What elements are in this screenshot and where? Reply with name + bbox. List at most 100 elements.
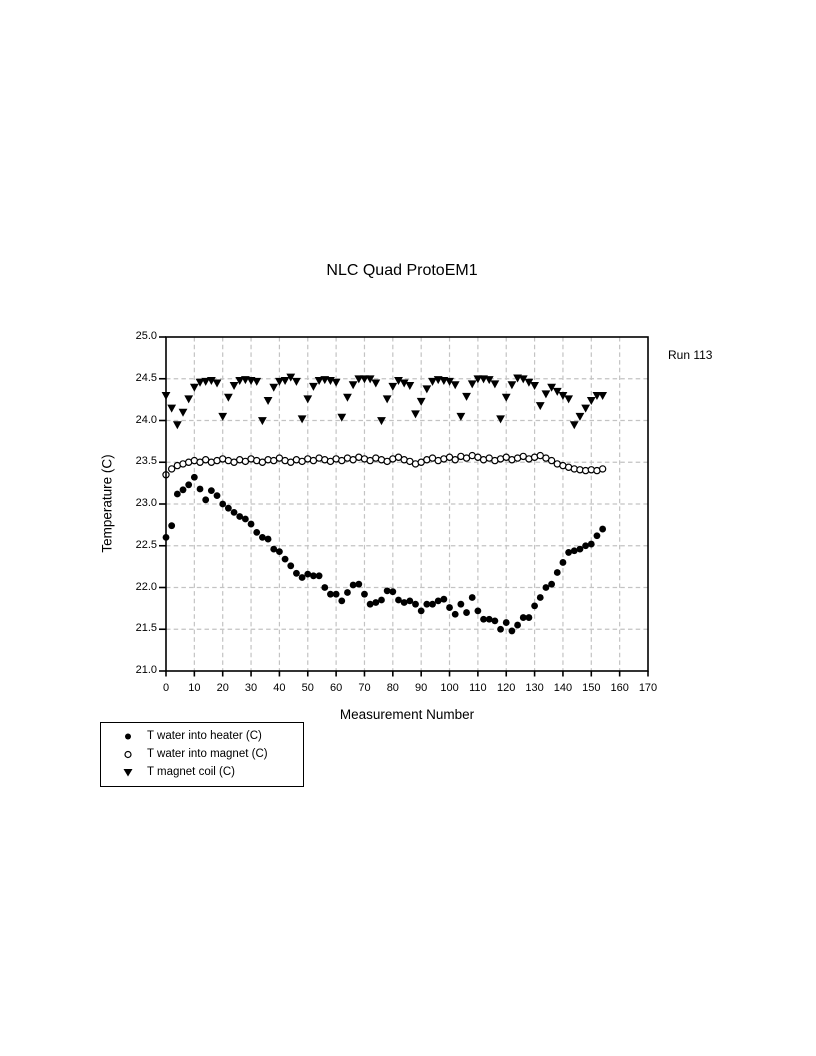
data-point [236, 513, 244, 520]
data-point [264, 535, 272, 543]
data-point [575, 412, 585, 421]
data-point [310, 572, 317, 580]
data-point [241, 515, 249, 523]
y-tick-label: 22.5 [135, 538, 157, 551]
data-point [361, 590, 368, 598]
y-tick-label: 23.5 [135, 455, 157, 468]
data-point [586, 397, 596, 406]
data-point [507, 381, 517, 390]
data-point [411, 410, 420, 419]
legend-item-water-into-magnet: T water into magnet (C) [101, 745, 303, 763]
data-point [558, 392, 568, 401]
data-point [206, 377, 216, 386]
x-axis-title: Measurement Number [339, 707, 475, 722]
data-point [354, 375, 364, 384]
data-point [207, 487, 215, 495]
data-point [235, 377, 245, 386]
data-point [269, 383, 279, 392]
data-point [372, 599, 380, 606]
data-point [576, 545, 584, 553]
data-point [395, 596, 402, 604]
legend-label: T water into heater (C) [147, 730, 262, 742]
x-tick-label: 40 [273, 682, 286, 694]
data-point [429, 600, 436, 608]
x-tick-label: 160 [610, 682, 629, 694]
open-circle-icon [124, 750, 132, 758]
data-point [400, 599, 408, 606]
axis-ticks [159, 336, 649, 677]
x-tick-label: 110 [469, 682, 487, 694]
data-point [263, 397, 273, 406]
data-point [275, 377, 284, 386]
data-point [456, 412, 466, 421]
data-point [218, 412, 228, 421]
data-point [196, 485, 204, 493]
data-point [530, 382, 539, 391]
x-tick-label: 0 [162, 682, 170, 694]
data-point [406, 597, 414, 605]
data-point [365, 375, 375, 384]
data-point [490, 380, 500, 389]
data-point [502, 619, 510, 626]
data-point [253, 528, 261, 536]
data-point [569, 421, 579, 430]
data-point [462, 392, 471, 401]
data-point [287, 562, 295, 570]
data-point [467, 380, 477, 389]
data-point [535, 402, 545, 411]
data-point [202, 496, 210, 504]
data-point [378, 596, 385, 604]
data-point [270, 545, 278, 553]
data-point [491, 617, 499, 625]
data-point [484, 376, 494, 385]
data-point [445, 377, 454, 386]
data-point [592, 392, 602, 401]
data-point [327, 590, 334, 598]
x-tick-label: 100 [440, 682, 459, 694]
y-tick-label: 22.0 [135, 580, 157, 593]
data-point [485, 615, 493, 623]
data-point [229, 382, 239, 391]
data-point [480, 615, 487, 623]
data-point [189, 383, 199, 392]
data-point [366, 600, 374, 608]
data-point [309, 382, 318, 391]
x-tick-label: 150 [582, 682, 601, 694]
data-point [230, 508, 238, 516]
data-point [280, 377, 290, 386]
data-point [314, 377, 324, 386]
data-point [168, 522, 176, 530]
x-tick-label: 70 [358, 682, 371, 694]
data-point [394, 377, 403, 386]
data-point [315, 572, 323, 580]
data-point [286, 373, 296, 382]
data-point [581, 404, 591, 413]
series-0-points [162, 473, 607, 635]
data-point [593, 532, 601, 540]
data-point [457, 600, 465, 608]
y-tick-label: 21.5 [135, 622, 157, 635]
data-point [247, 520, 255, 528]
data-point [377, 417, 386, 426]
data-point [412, 600, 419, 608]
data-point [564, 395, 574, 404]
data-point [518, 375, 528, 384]
data-point [173, 490, 181, 498]
data-point [428, 377, 437, 386]
data-point [547, 383, 556, 392]
data-point [383, 587, 391, 595]
data-point [178, 408, 188, 417]
data-point [371, 379, 381, 388]
data-point [559, 559, 567, 566]
plot-area [159, 336, 649, 677]
data-point [185, 481, 193, 489]
data-point [259, 534, 266, 541]
data-point [360, 375, 369, 384]
data-point [473, 375, 483, 384]
data-point [292, 377, 301, 386]
data-point [388, 382, 398, 391]
data-point [219, 500, 227, 508]
data-point [446, 604, 453, 611]
chart-title: NLC Quad ProtoEM1 [326, 262, 478, 279]
x-tick-label: 20 [216, 682, 229, 694]
